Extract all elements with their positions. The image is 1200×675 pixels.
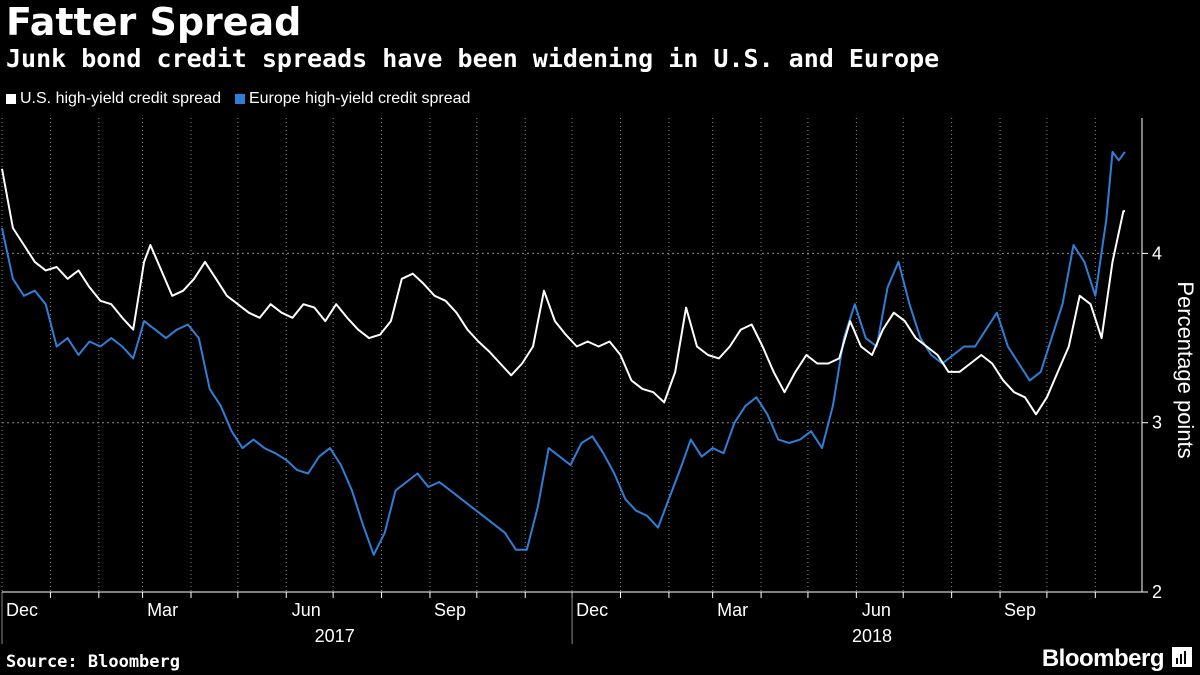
grid-layer [1,118,1142,593]
y-tick-label: 3 [1152,413,1162,433]
y-tick-label: 2 [1152,582,1162,602]
x-tick-label: Mar [147,600,178,620]
chart-subtitle: Junk bond credit spreads have been widen… [6,44,940,73]
x-year-label: 2018 [852,626,892,646]
x-tick-label: Sep [1004,600,1036,620]
y-tick-label: 4 [1152,243,1162,263]
chart-title: Fatter Spread [6,0,302,44]
legend-swatch-us [6,94,16,104]
x-year-label: 2017 [315,626,355,646]
series-layer [1,150,1126,556]
x-tick-label: Sep [434,600,466,620]
x-tick-label: Jun [292,600,321,620]
legend-item-europe: Europe high-yield credit spread [234,90,471,108]
legend-swatch-europe [234,94,245,104]
series-line-us [1,168,1125,416]
axis-layer: 2 3 4 Dec Mar Jun Sep Dec Mar Jun Sep 2017 2018 [1,118,1162,646]
legend-label-europe: Europe high-yield credit spread [248,90,471,107]
legend-item-us: U.S. high-yield credit spread [6,90,221,108]
x-tick-label: Dec [6,600,38,620]
legend-label-us: U.S. high-yield credit spread [20,90,221,107]
brand-logo-text: Bloomberg [1041,645,1165,672]
y-axis-label: Percentage points [1173,281,1198,458]
bloomberg-logo-icon [1172,647,1192,667]
x-tick-label: Dec [576,600,608,620]
series-line-europe [1,150,1126,556]
source-note: Source: Bloomberg [6,652,180,672]
chart-legend: U.S. high-yield credit spread Europe hig… [6,90,470,108]
x-tick-label: Mar [717,600,748,620]
x-tick-label: Jun [862,600,891,620]
